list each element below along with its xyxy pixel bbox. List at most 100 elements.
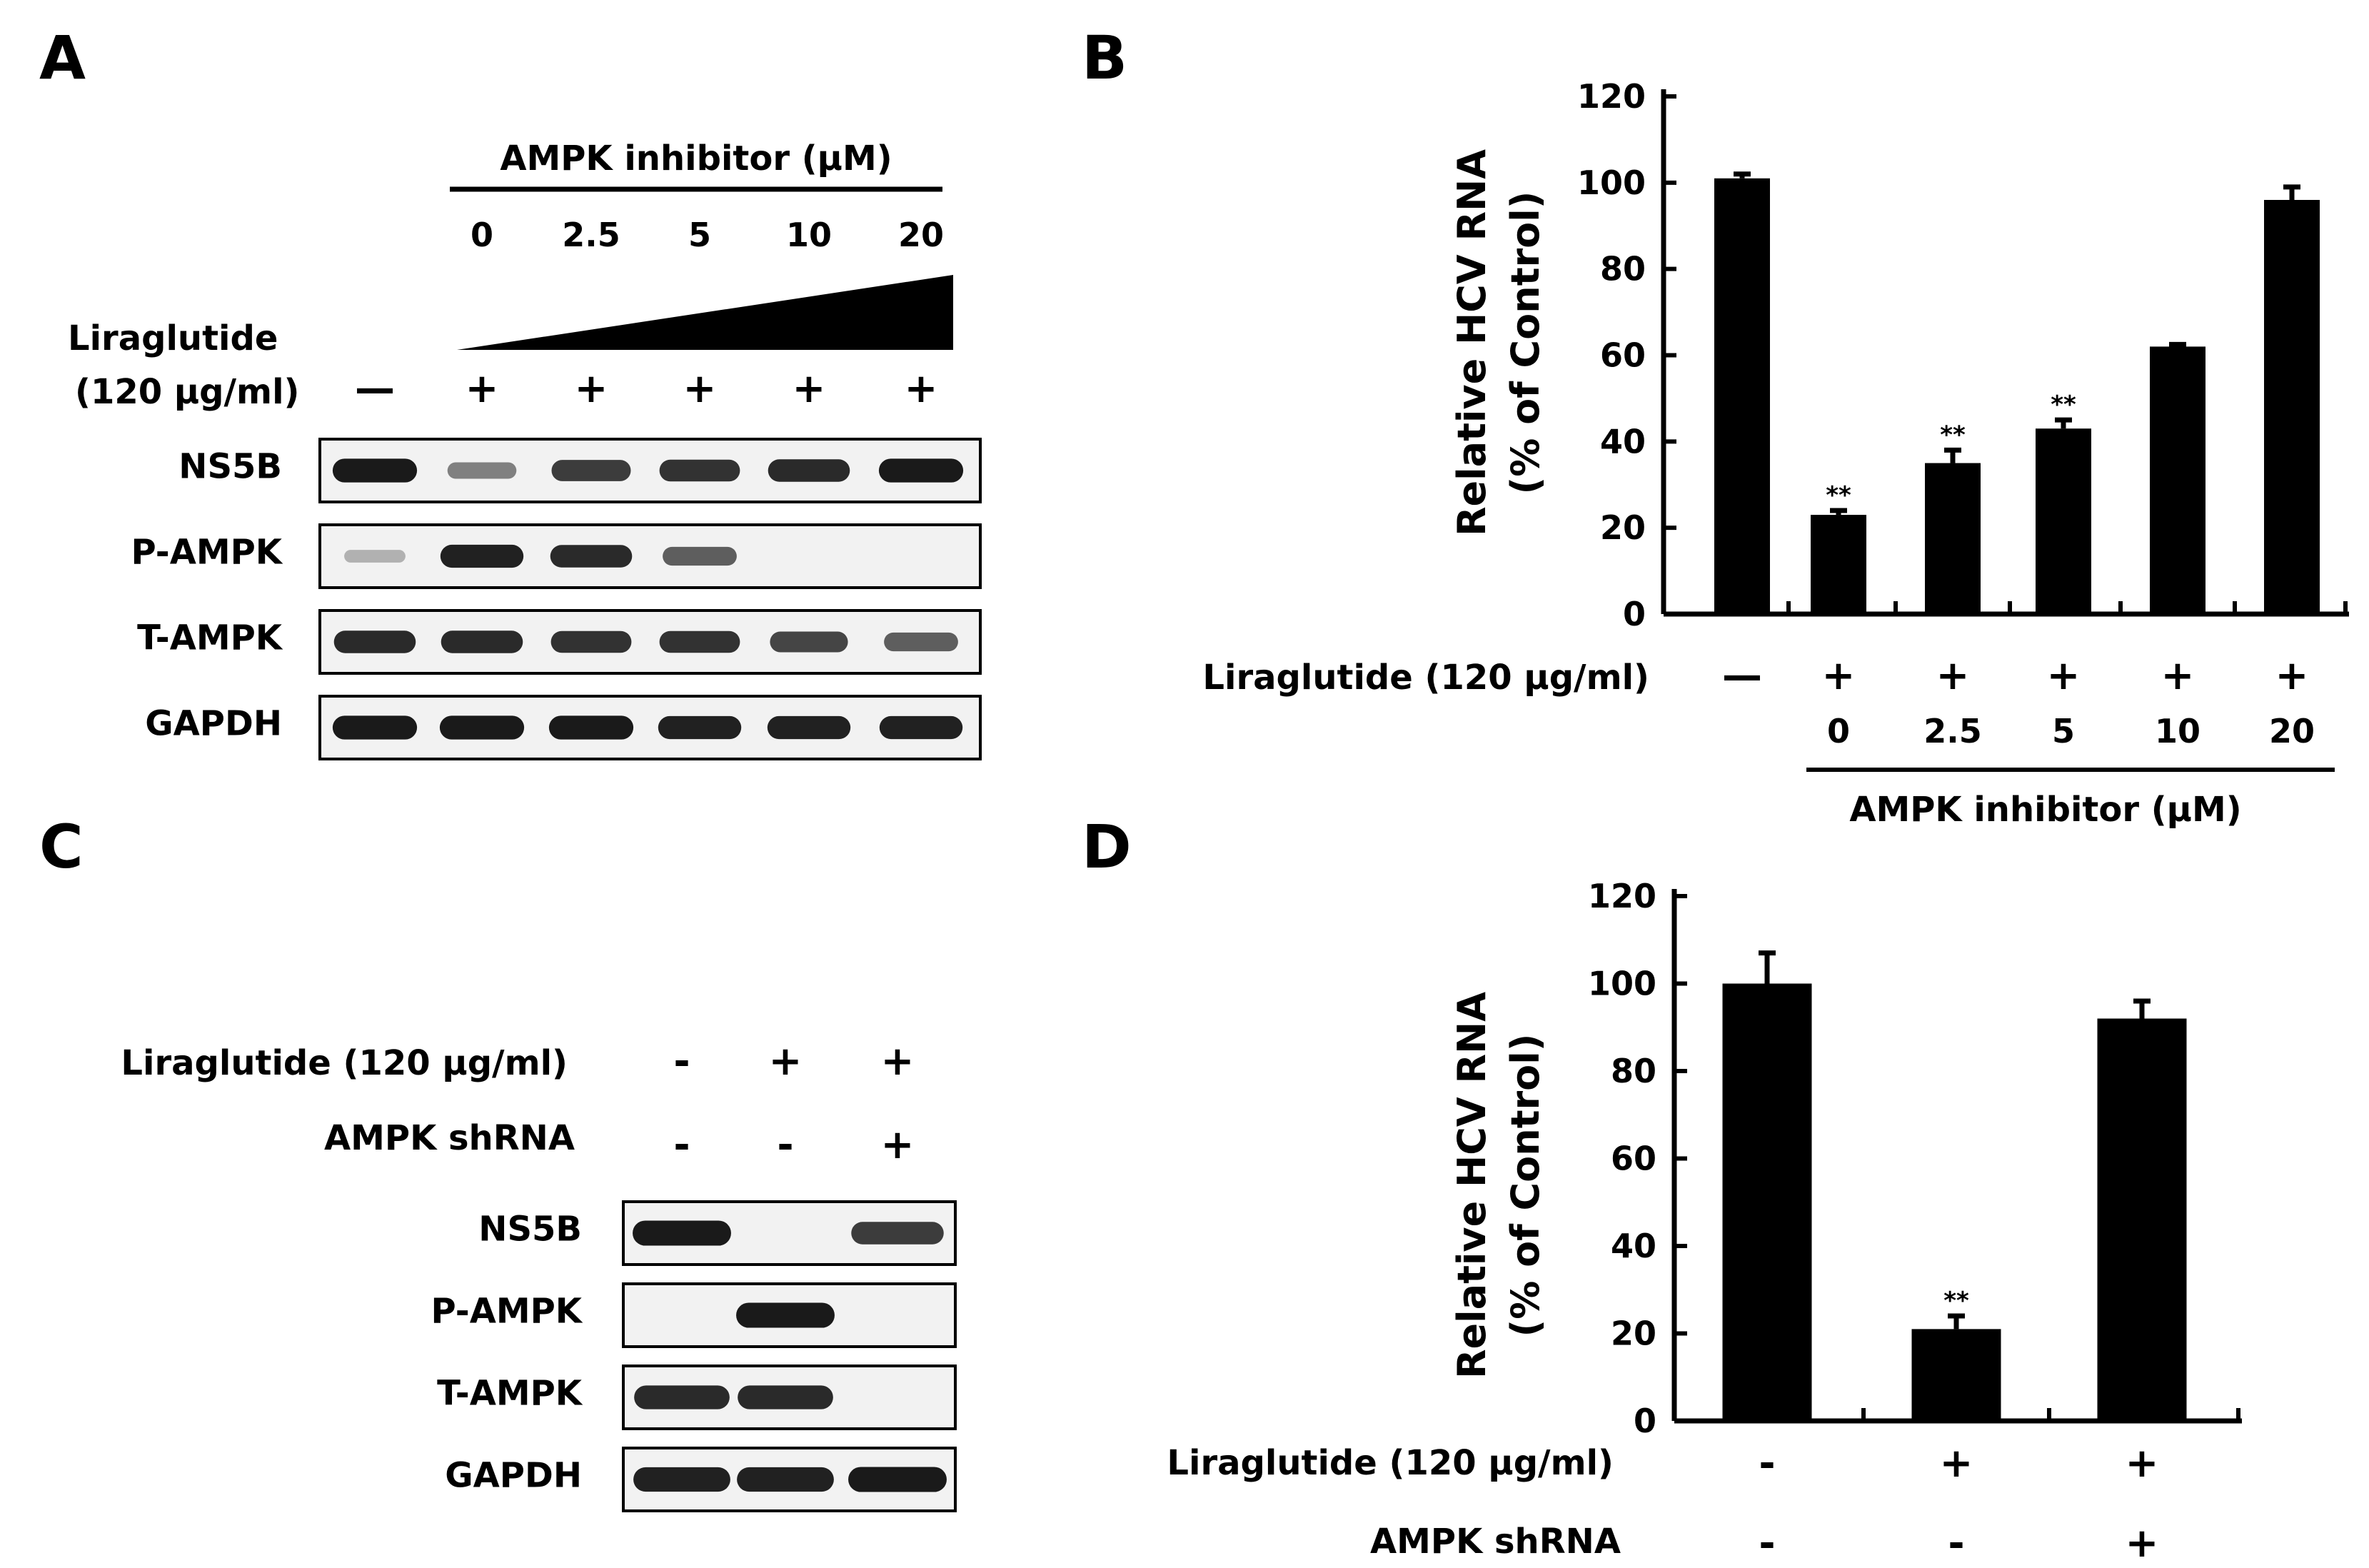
panel-a-blots: NS5B P-AMPK T-AMPK GAPDH	[131, 438, 982, 760]
chart-d-row1-label: Liraglutide (120 μg/ml)	[1167, 1443, 1614, 1483]
blot-band	[884, 632, 958, 652]
blot-frame	[318, 438, 982, 503]
chart-d-ylabel-line1: Relative HCV RNA	[1449, 992, 1494, 1379]
blot-label: NS5B	[178, 447, 282, 487]
panel-a-inhibitor-title: AMPK inhibitor (μM)	[500, 139, 892, 179]
blot-band	[768, 459, 850, 482]
panel-a-signs: — + + + + +	[355, 366, 937, 412]
blot-label: GAPDH	[145, 704, 282, 744]
bar	[1925, 463, 1981, 614]
dose-label: 20	[2269, 712, 2315, 750]
panel-a-treatment-sign: +	[905, 366, 938, 412]
row2-sign: -	[1759, 1520, 1775, 1567]
row1-sign: +	[2126, 1440, 2159, 1487]
panel-c-row1-label: Liraglutide (120 μg/ml)	[121, 1043, 568, 1083]
bar	[2036, 428, 2091, 614]
bar	[1811, 515, 1866, 614]
blot-label: T-AMPK	[437, 1374, 583, 1414]
bar	[2097, 1018, 2187, 1421]
chart-d-row2-label: AMPK shRNA	[1370, 1522, 1621, 1562]
y-tick-label: 20	[1611, 1315, 1656, 1353]
blot-label: NS5B	[478, 1210, 582, 1250]
blot-frame	[318, 523, 982, 589]
blot-band	[658, 715, 742, 740]
blot-band	[633, 1467, 730, 1492]
chart-b-ylabel-line1: Relative HCV RNA	[1449, 149, 1494, 536]
panel-a-treatment-sign: +	[466, 366, 499, 412]
chart-d: Relative HCV RNA (% of Control) Liraglut…	[1167, 877, 2242, 1567]
dose-label: 5	[2052, 712, 2075, 750]
panel-a-treatment-line1: Liraglutide	[68, 318, 278, 358]
dose-label: 10	[2155, 712, 2200, 750]
blot-band	[851, 1222, 944, 1245]
significance-mark: **	[2051, 391, 2076, 419]
panel-c-row2-label: AMPK shRNA	[324, 1118, 575, 1158]
y-tick-label: 40	[1611, 1227, 1656, 1265]
blot-band	[848, 1467, 947, 1492]
blot-label: GAPDH	[445, 1456, 582, 1496]
blot-frame	[318, 695, 982, 760]
blot-band	[879, 715, 963, 740]
panel-a-dose-label: 20	[898, 216, 944, 254]
panel-a-dose-label: 0	[471, 216, 493, 254]
y-tick-label: 80	[1600, 250, 1646, 288]
panel-a-treatment-line2: (120 μg/ml)	[75, 372, 299, 412]
row1-sign: +	[2047, 653, 2081, 699]
blot-label: T-AMPK	[137, 618, 283, 658]
blot-band	[551, 460, 631, 481]
panel-a-treatment-sign: +	[575, 366, 608, 412]
blot-band	[659, 630, 740, 653]
panel-letter-c: C	[39, 812, 84, 882]
panel-letter-b: B	[1082, 23, 1127, 93]
blot-band	[332, 458, 418, 483]
y-tick-label: 0	[1634, 1402, 1656, 1440]
panel-c-row1-sign: +	[881, 1038, 915, 1085]
blot-band	[736, 1302, 835, 1328]
y-tick-label: 120	[1577, 77, 1646, 116]
blot-band	[440, 544, 524, 568]
chart-b: Relative HCV RNA (% of Control) Liraglut…	[1202, 77, 2349, 830]
blot-band	[663, 546, 737, 566]
panel-a-treatment-sign: —	[355, 366, 395, 412]
bar	[1722, 983, 1812, 1421]
panel-c-row2-sign: -	[777, 1122, 793, 1168]
row1-sign: +	[1936, 653, 1970, 699]
row1-sign: —	[1722, 653, 1762, 699]
y-tick-label: 80	[1611, 1052, 1656, 1090]
blot-band	[770, 631, 848, 653]
blot-band	[738, 1385, 833, 1409]
blot-band	[659, 459, 740, 482]
blot-band	[550, 545, 633, 568]
blot-band	[767, 715, 851, 740]
panel-a-treatment-sign: +	[683, 366, 717, 412]
panel-a-treatment-sign: +	[793, 366, 826, 412]
blot-band	[333, 630, 416, 653]
blot-band	[332, 715, 418, 740]
significance-mark: **	[1826, 481, 1851, 510]
blot-band	[344, 550, 406, 563]
blot-band	[878, 458, 964, 483]
dose-label: 0	[1827, 712, 1850, 750]
panel-letter-d: D	[1082, 812, 1132, 882]
blot-band	[447, 462, 517, 479]
row2-sign: -	[1948, 1520, 1964, 1567]
panel-c-row2-sign: +	[881, 1122, 915, 1168]
panel-a-dose-label: 5	[688, 216, 711, 254]
chart-b-ylabel-line2: (% of Control)	[1503, 191, 1548, 495]
panel-letter-a: A	[39, 23, 86, 93]
bar	[2264, 200, 2320, 614]
blot-band	[634, 1385, 730, 1409]
bar	[1911, 1329, 2001, 1421]
panel-c-signs: - + + - - +	[673, 1038, 914, 1168]
dose-label: 2.5	[1923, 712, 1982, 750]
blot-band	[737, 1467, 834, 1492]
chart-b-row1-label: Liraglutide (120 μg/ml)	[1202, 658, 1649, 698]
row1-sign: +	[1822, 653, 1856, 699]
panel-c-row1-sign: +	[769, 1038, 803, 1085]
significance-mark: **	[1943, 1287, 1969, 1315]
panel-c-row2-sign: -	[673, 1122, 690, 1168]
panel-a-dose-label: 10	[786, 216, 832, 254]
blot-band	[548, 715, 634, 740]
chart-d-ylabel-line2: (% of Control)	[1503, 1034, 1548, 1337]
